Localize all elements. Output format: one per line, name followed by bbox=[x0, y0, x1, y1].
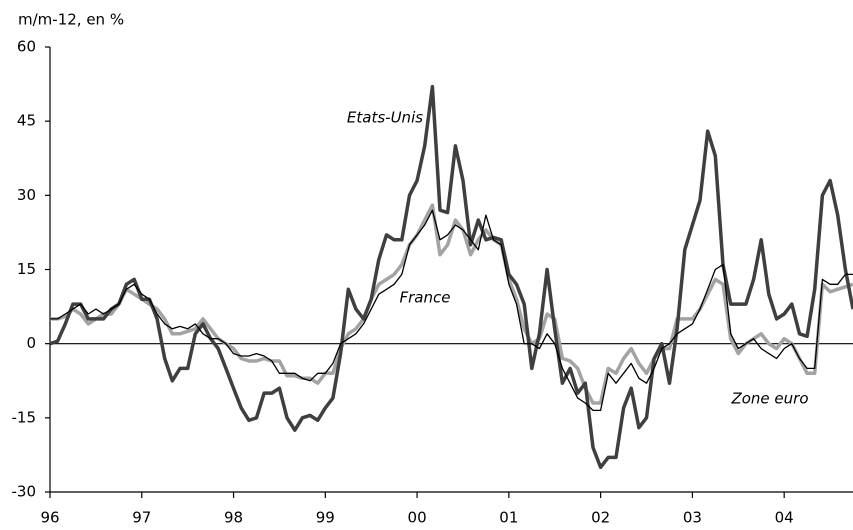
x-tick-label: 97 bbox=[132, 509, 151, 527]
series-label: Etats-Unis bbox=[347, 109, 423, 127]
series-label: Zone euro bbox=[730, 390, 808, 408]
x-tick-label: 02 bbox=[591, 509, 610, 527]
x-tick-label: 03 bbox=[683, 509, 702, 527]
y-axis-label: m/m-12, en % bbox=[18, 11, 124, 29]
series-line bbox=[49, 84, 853, 470]
x-tick-label: 04 bbox=[775, 509, 794, 527]
x-tick-label: 00 bbox=[408, 509, 427, 527]
series-label: France bbox=[400, 289, 451, 307]
series-line bbox=[50, 209, 853, 412]
y-tick-label: 0 bbox=[26, 334, 36, 352]
series-line bbox=[50, 203, 853, 405]
y-tick-label: 60 bbox=[17, 38, 36, 56]
x-tick-label: 96 bbox=[40, 509, 59, 527]
x-tick-label: 98 bbox=[224, 509, 243, 527]
y-tick-label: 45 bbox=[17, 112, 36, 130]
x-tick-label: 01 bbox=[499, 509, 518, 527]
y-tick-label: 15 bbox=[17, 260, 36, 278]
y-tick-label: -15 bbox=[12, 408, 37, 426]
x-tick-label: 99 bbox=[316, 509, 335, 527]
y-tick-label: 30 bbox=[17, 186, 36, 204]
y-tick-label: -30 bbox=[12, 483, 37, 501]
